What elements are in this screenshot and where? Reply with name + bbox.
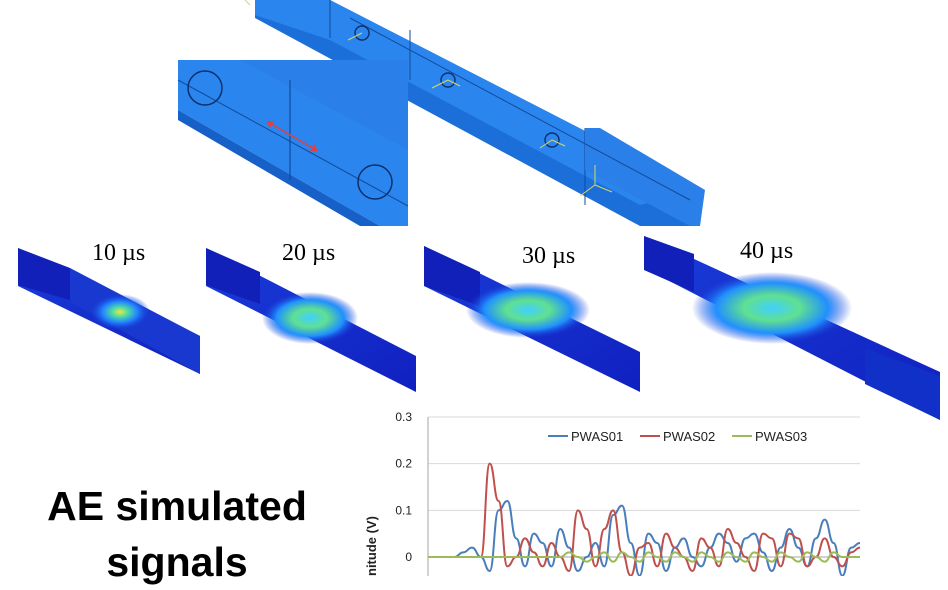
pwas-sensor-icon [544,132,560,148]
ae-signal-chart: 0.3 0.2 0.1 0 nitude (V) PWAS01 PWAS02 PWAS03 [364,410,861,576]
time-label-40us: 40 µs [740,238,794,264]
fe-model [18,0,940,420]
legend-label: PWAS03 [755,429,807,444]
series-line-pwas03 [427,551,860,563]
y-tick-label: 0.3 [395,410,412,424]
ae-caption: AE simulated signals [22,478,332,590]
y-tick-label: 0.2 [395,457,412,471]
wave-snapshot-20us [206,248,416,392]
time-label-20us: 20 µs [282,240,336,266]
time-label-30us: 30 µs [522,243,576,269]
pwas-sensor-icon [440,72,456,88]
pwas-sensor-icon [354,25,370,41]
plate-model-3d [244,0,705,226]
time-label-10us: 10 µs [92,240,146,266]
legend-label: PWAS02 [663,429,715,444]
wave-snapshot-10us [18,248,200,374]
ae-caption-line1: AE simulated [47,483,307,529]
crack-arrow-icon [266,121,318,151]
wave-snapshot-30us [424,246,640,392]
y-tick-label: 0 [405,550,412,564]
y-tick-label: 0.1 [395,503,412,517]
wave-snapshot-40us [644,236,940,420]
zoom-inset [177,60,409,226]
axis-triad-icon [244,0,613,197]
pwas-sensor-icon [187,70,223,106]
y-axis-label: nitude (V) [364,516,379,576]
series-line-pwas02 [427,462,861,576]
legend-label: PWAS01 [571,429,623,444]
pwas-sensor-icon [357,164,393,200]
